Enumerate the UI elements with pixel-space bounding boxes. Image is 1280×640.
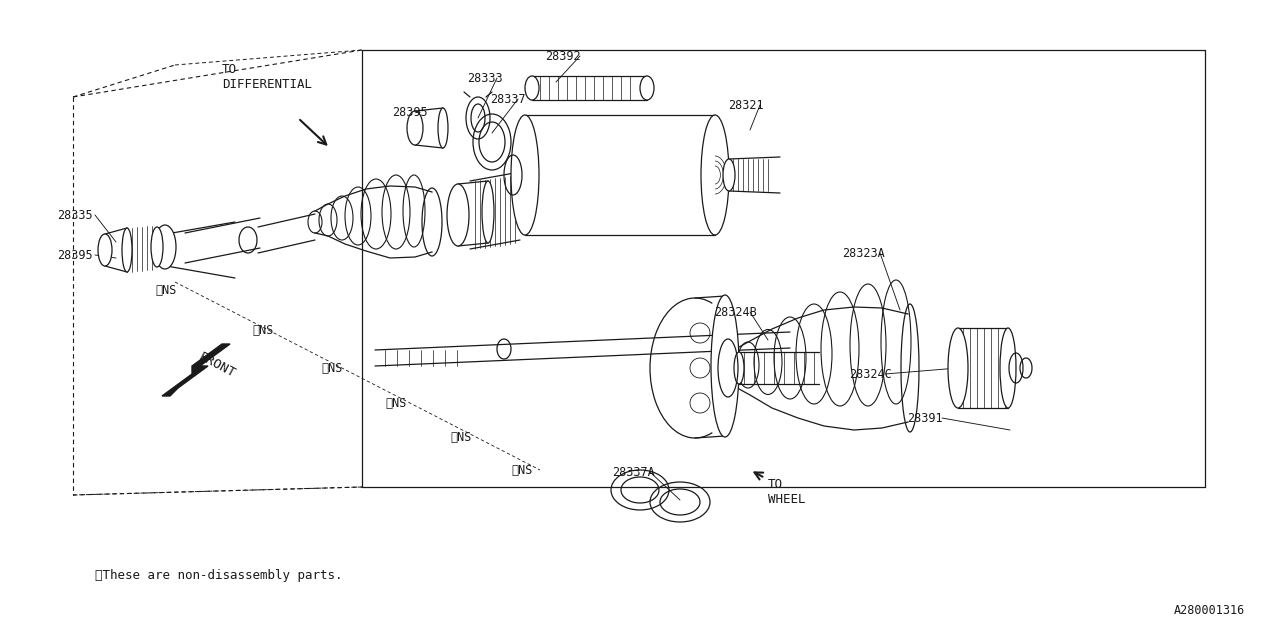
Text: 28337A: 28337A	[612, 465, 655, 479]
Text: 28391: 28391	[908, 412, 942, 424]
Ellipse shape	[723, 159, 735, 191]
Ellipse shape	[438, 108, 448, 148]
Ellipse shape	[483, 181, 494, 243]
Text: TO
DIFFERENTIAL: TO DIFFERENTIAL	[221, 63, 312, 91]
Text: FRONT: FRONT	[196, 349, 237, 380]
Ellipse shape	[733, 352, 744, 384]
Text: ※NS: ※NS	[155, 284, 177, 296]
Text: A280001316: A280001316	[1174, 604, 1245, 616]
Text: ※NS: ※NS	[252, 323, 274, 337]
Ellipse shape	[407, 111, 422, 145]
Text: 28324C: 28324C	[849, 367, 892, 381]
Text: ※NS: ※NS	[385, 397, 406, 410]
Ellipse shape	[701, 115, 730, 235]
Text: 28324B: 28324B	[714, 305, 756, 319]
Text: 28395: 28395	[392, 106, 428, 118]
Text: TO
WHEEL: TO WHEEL	[768, 478, 805, 506]
Text: 28392: 28392	[545, 49, 581, 63]
Ellipse shape	[948, 328, 968, 408]
Ellipse shape	[99, 234, 113, 266]
Ellipse shape	[151, 227, 163, 267]
Text: 28323A: 28323A	[842, 246, 884, 259]
Ellipse shape	[122, 228, 132, 272]
Ellipse shape	[511, 115, 539, 235]
Text: 28321: 28321	[728, 99, 764, 111]
Ellipse shape	[154, 225, 177, 269]
Ellipse shape	[447, 184, 468, 246]
Text: ※NS: ※NS	[321, 362, 342, 374]
Text: 28395: 28395	[58, 248, 92, 262]
Ellipse shape	[710, 295, 739, 437]
Text: 28333: 28333	[467, 72, 503, 84]
Text: 28335: 28335	[58, 209, 92, 221]
Ellipse shape	[525, 76, 539, 100]
Polygon shape	[163, 344, 230, 396]
Ellipse shape	[1000, 328, 1016, 408]
Text: ※NS: ※NS	[511, 463, 532, 477]
Text: 28337: 28337	[490, 93, 526, 106]
Ellipse shape	[640, 76, 654, 100]
Text: ※NS: ※NS	[451, 431, 471, 444]
Text: ※These are non-disassembly parts.: ※These are non-disassembly parts.	[95, 568, 343, 582]
